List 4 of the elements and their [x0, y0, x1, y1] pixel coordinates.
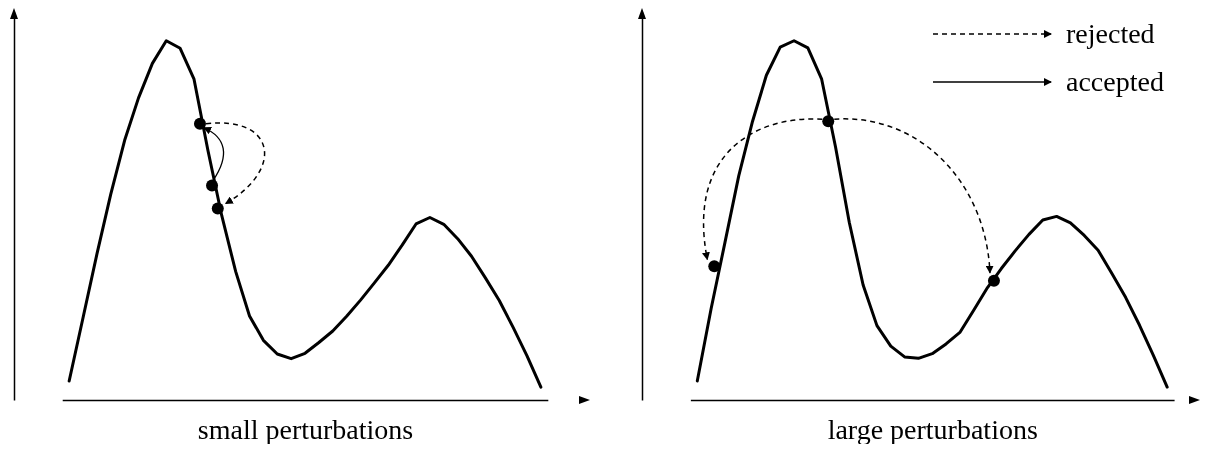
annotation: rejected: [1066, 18, 1155, 49]
annotation: accepted: [1066, 66, 1164, 97]
x-axis-title: small perturbations: [197, 413, 414, 445]
x-axis-title: large perturbations: [827, 413, 1038, 445]
